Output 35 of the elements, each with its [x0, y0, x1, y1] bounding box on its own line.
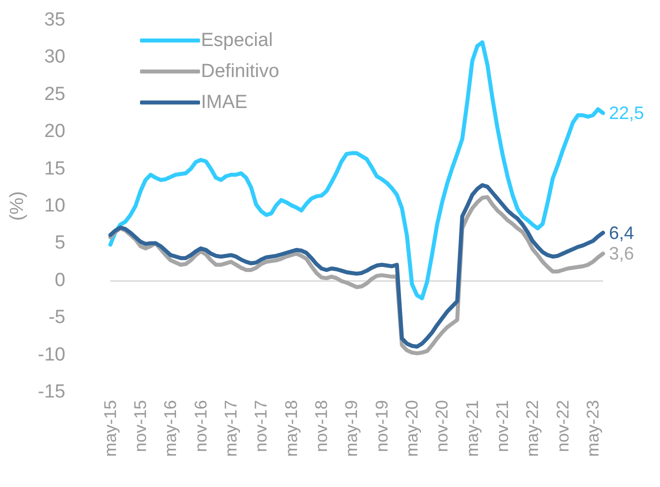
data-label: 3,6 [609, 244, 634, 264]
data-label: 22,5 [609, 103, 644, 123]
x-tick-label: nov-21 [492, 400, 512, 452]
x-tick-label: nov-19 [372, 400, 392, 452]
x-tick-label: nov-20 [432, 400, 452, 452]
y-tick-label: 0 [54, 270, 66, 291]
legend-label: Definitivo [201, 61, 280, 82]
x-tick-label: nov-18 [312, 400, 331, 452]
legend-label: IMAE [201, 92, 248, 113]
y-tick-label: -5 [48, 307, 66, 328]
x-tick-label: nov-15 [131, 400, 150, 452]
y-tick-label: 5 [54, 232, 66, 254]
y-tick-label: 25 [44, 84, 66, 105]
y-tick-label: 30 [44, 46, 66, 68]
y-axis-title: (%) [7, 191, 28, 221]
x-tick-label: may-21 [462, 400, 482, 457]
legend-label: Especial [201, 30, 273, 51]
y-tick-label: 10 [44, 196, 66, 216]
x-tick-label: may-16 [161, 400, 180, 457]
data-label: 6,4 [609, 222, 634, 243]
x-tick-label: may-23 [583, 400, 602, 457]
x-tick-label: may-15 [100, 400, 120, 457]
y-tick-label: -10 [38, 344, 66, 366]
x-tick-label: may-18 [282, 400, 301, 457]
x-tick-label: nov-16 [191, 400, 210, 452]
x-tick-label: may-22 [523, 400, 542, 457]
y-tick-label: 15 [44, 158, 66, 180]
y-tick-label: -15 [38, 382, 66, 402]
y-tick-label: 35 [44, 10, 66, 30]
x-tick-label: may-17 [222, 400, 241, 457]
x-tick-label: may-20 [402, 400, 422, 457]
y-tick-label: 20 [44, 121, 66, 142]
x-tick-label: nov-17 [252, 400, 271, 452]
x-tick-label: nov-22 [553, 400, 572, 452]
x-tick-label: may-19 [342, 400, 362, 457]
